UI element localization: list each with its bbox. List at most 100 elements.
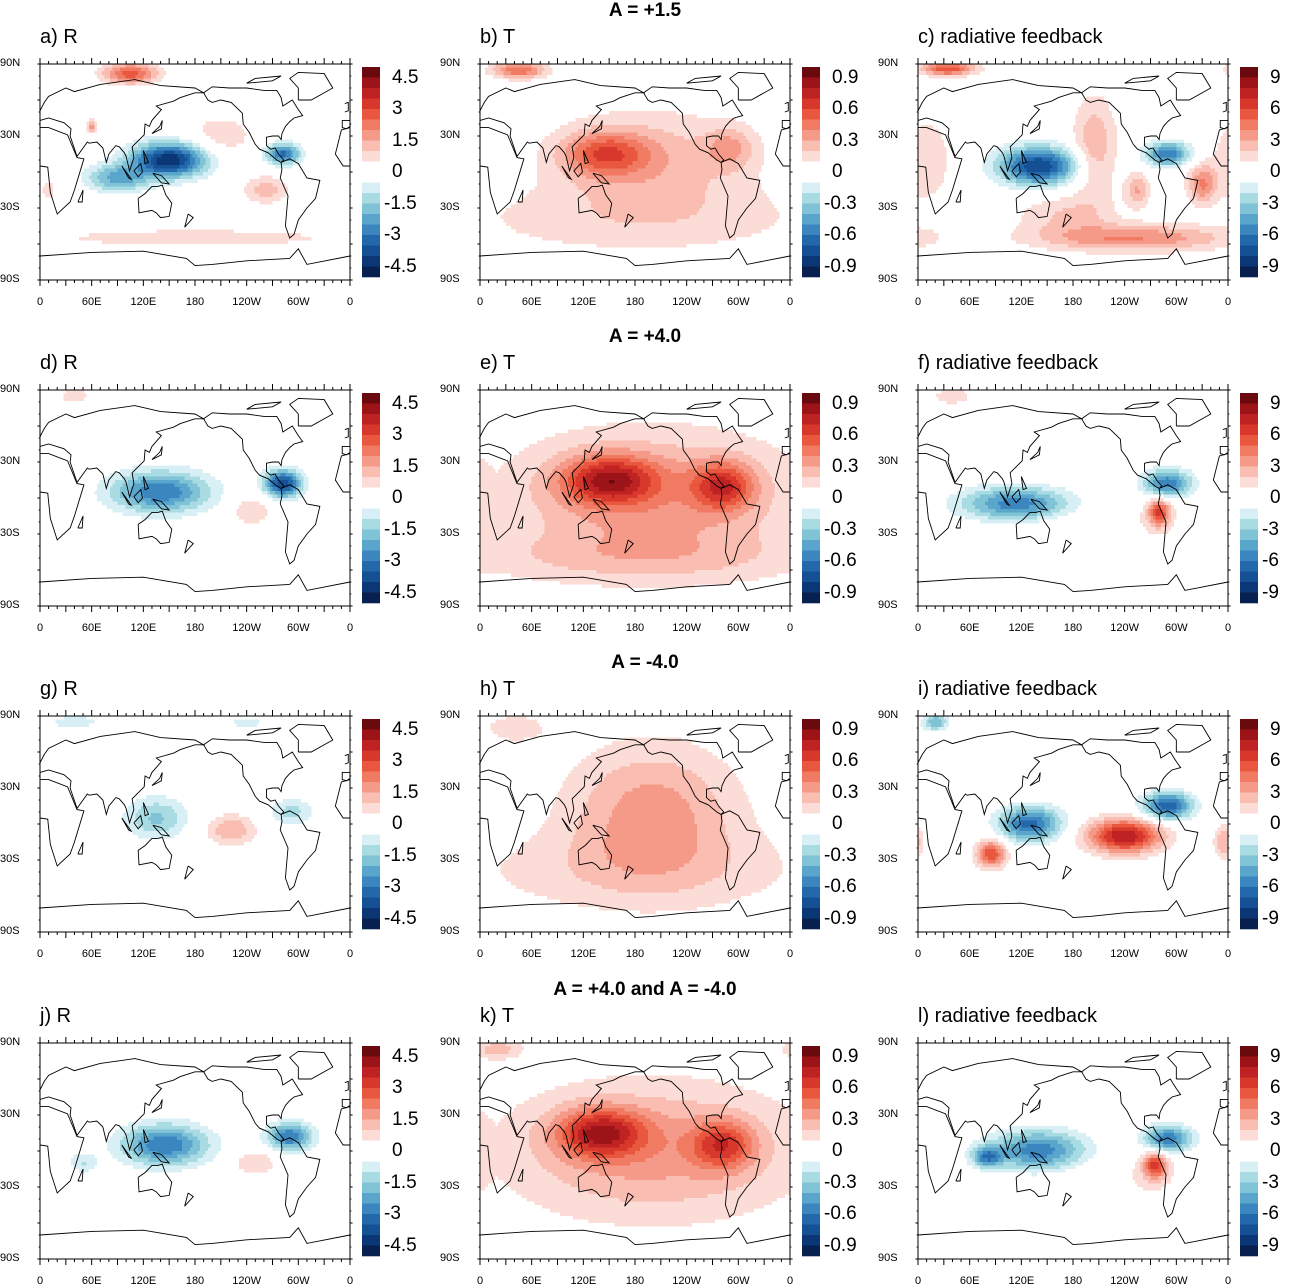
coastline — [687, 402, 721, 409]
colorbar-label: 0 — [1270, 487, 1281, 508]
field-cell — [205, 161, 211, 165]
field-cell — [756, 1176, 791, 1180]
field-cell — [1145, 827, 1151, 832]
field-cell — [761, 541, 791, 545]
field-cell — [148, 67, 157, 72]
field-cell — [554, 498, 571, 502]
field-cell — [267, 1136, 273, 1141]
field-cell — [1220, 849, 1229, 853]
field-cell — [1212, 233, 1229, 237]
field-cell — [995, 157, 1004, 162]
field-cell — [151, 161, 157, 165]
field-cell — [573, 838, 605, 843]
field-cell — [202, 501, 219, 506]
lat-tick-label: 90S — [0, 925, 20, 937]
field-cell — [1023, 211, 1055, 216]
field-cell — [985, 845, 996, 850]
field-cell — [1181, 483, 1187, 488]
field-cell — [125, 820, 136, 825]
field-cell — [1142, 508, 1146, 513]
coastline — [122, 166, 131, 179]
row-title: A = +1.5 — [608, 0, 682, 21]
field-cell — [611, 1115, 630, 1119]
field-cell — [990, 487, 1043, 491]
field-cell — [1145, 1151, 1159, 1155]
field-cell — [990, 1151, 999, 1155]
colorbar-box — [1240, 403, 1258, 415]
field-cell — [743, 512, 767, 517]
field-cell — [1153, 1125, 1182, 1130]
colorbar-box — [1240, 193, 1258, 204]
colorbar-box — [802, 908, 820, 919]
field-cell — [480, 1179, 493, 1184]
colorbar-label: 0.9 — [832, 1045, 859, 1067]
lon-tick-label: 0 — [36, 622, 44, 634]
field-cell — [94, 125, 97, 129]
field-cell — [593, 788, 633, 792]
field-cell — [663, 784, 708, 789]
field-cell — [640, 483, 651, 488]
field-cell — [1104, 824, 1112, 828]
field-cell — [272, 193, 286, 198]
field-cell — [1147, 1158, 1151, 1162]
coastline — [775, 454, 790, 492]
colorbar-box — [362, 855, 380, 867]
field-cell — [1135, 190, 1141, 194]
field-cell — [588, 1136, 620, 1141]
field-cell — [606, 139, 615, 144]
field-cell — [114, 164, 128, 169]
field-cell — [987, 516, 1037, 520]
field-cell — [539, 143, 558, 147]
field-cell — [707, 462, 731, 466]
field-cell — [974, 1158, 978, 1162]
field-cell — [1122, 182, 1130, 187]
field-cell — [761, 490, 775, 495]
field-cell — [264, 472, 270, 477]
field-cell — [109, 490, 121, 495]
field-cell — [295, 472, 301, 477]
field-cell — [565, 1161, 594, 1166]
colorbar-box — [802, 782, 820, 793]
field-cell — [624, 737, 682, 742]
coastline — [345, 428, 348, 438]
field-cell — [1153, 795, 1159, 799]
field-cell — [1194, 186, 1203, 191]
field-cell — [1145, 795, 1154, 799]
field-cell — [1013, 842, 1050, 846]
coastline — [592, 1099, 602, 1112]
field-cell — [200, 476, 216, 481]
field-cell — [122, 816, 136, 821]
field-cell — [1104, 827, 1112, 832]
field-cell — [601, 885, 695, 889]
field-cell — [1186, 806, 1190, 810]
field-cell — [998, 842, 1004, 846]
field-cell — [1153, 465, 1182, 470]
field-cell — [637, 1104, 729, 1108]
colorbar-box — [802, 834, 820, 846]
field-cell — [728, 867, 783, 871]
colorbar-box — [1240, 1224, 1258, 1236]
colorbar-box — [1240, 1119, 1258, 1131]
field-cell — [684, 136, 695, 140]
colorbar-box — [802, 1077, 820, 1089]
field-cell — [1160, 143, 1177, 147]
coastline — [1012, 490, 1021, 503]
field-cell — [676, 444, 772, 448]
field-cell — [761, 519, 791, 524]
field-cell — [575, 157, 584, 162]
field-cell — [505, 222, 775, 227]
field-cell — [1153, 146, 1159, 151]
field-cell — [738, 1172, 762, 1177]
field-cell — [738, 1140, 744, 1144]
field-cell — [1023, 157, 1035, 162]
field-cell — [598, 906, 698, 911]
field-cell — [782, 1046, 791, 1051]
field-cell — [1101, 856, 1148, 861]
coastline — [593, 825, 609, 836]
field-cell — [624, 154, 638, 158]
colorbar-box — [1240, 1214, 1258, 1225]
field-cell — [272, 182, 286, 187]
coastline — [730, 398, 773, 426]
field-cell — [176, 154, 185, 158]
field-cell — [257, 476, 263, 481]
